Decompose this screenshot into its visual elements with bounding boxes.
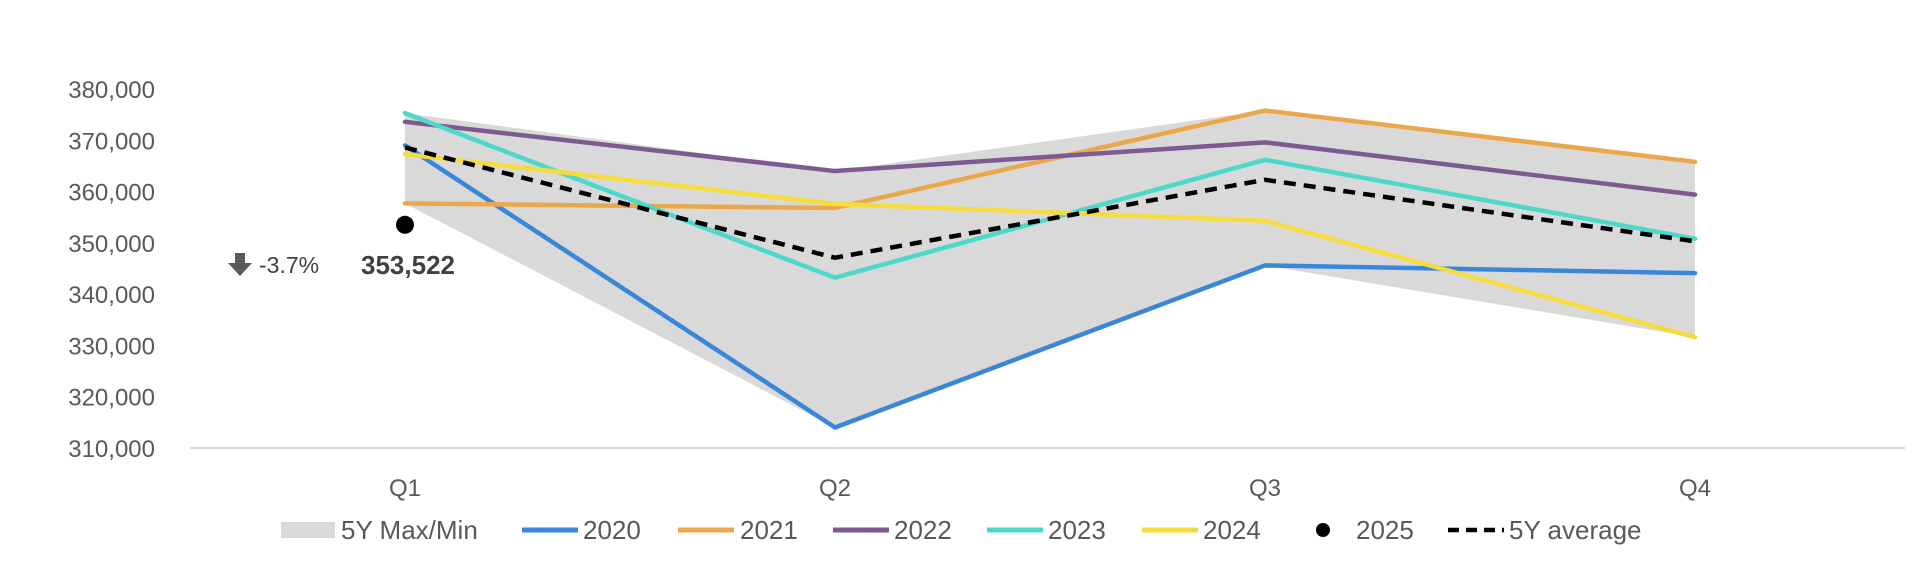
- x-tick-label: Q2: [819, 475, 851, 502]
- legend-label: 2020: [583, 515, 641, 545]
- arrow-down-icon: [228, 253, 252, 276]
- y-axis: 310,000 320,000 330,000 340,000 350,000 360,0…: [68, 77, 155, 463]
- average-layer: [404, 145, 1696, 261]
- y-tick-label: 350,000: [68, 231, 155, 258]
- legend-label: 2023: [1048, 515, 1106, 545]
- change-annotation-text: -3.7%: [259, 252, 319, 278]
- y-tick-label: 310,000: [68, 436, 155, 463]
- y-tick-label: 360,000: [68, 180, 155, 207]
- legend-label: 2024: [1203, 515, 1261, 545]
- x-tick-label: Q4: [1679, 475, 1711, 502]
- x-axis: Q1 Q2 Q3 Q4: [389, 475, 1711, 502]
- x-tick-label: Q1: [389, 475, 421, 502]
- x-tick-label: Q3: [1249, 475, 1281, 502]
- data-point-label: 353,522: [361, 250, 455, 280]
- legend-label: 2022: [894, 515, 952, 545]
- legend-label: 5Y Max/Min: [341, 515, 478, 545]
- legend: 5Y Max/Min 2020 2021 2022 2023 2024 2025 5Y ave…: [281, 515, 1642, 545]
- y-tick-label: 380,000: [68, 77, 155, 104]
- series-layer: [402, 108, 1698, 430]
- y-tick-label: 340,000: [68, 282, 155, 309]
- legend-swatch-band: [281, 522, 335, 538]
- y-tick-label: 330,000: [68, 333, 155, 360]
- legend-label: 2021: [740, 515, 798, 545]
- legend-label: 5Y average: [1509, 515, 1642, 545]
- average-line: [404, 145, 1696, 261]
- y-tick-label: 370,000: [68, 128, 155, 155]
- legend-label: 2025: [1356, 515, 1414, 545]
- series-line-2020: [402, 143, 1698, 430]
- legend-swatch-2025: [1316, 523, 1330, 537]
- y-tick-label: 320,000: [68, 385, 155, 412]
- change-annotation: -3.7%: [228, 252, 319, 278]
- series-line-2021: [402, 108, 1698, 211]
- data-point-2025: [396, 215, 414, 234]
- series-line-2022: [402, 119, 1698, 197]
- point-layer: 353,522: [361, 215, 455, 280]
- series-line-2024: [402, 151, 1698, 340]
